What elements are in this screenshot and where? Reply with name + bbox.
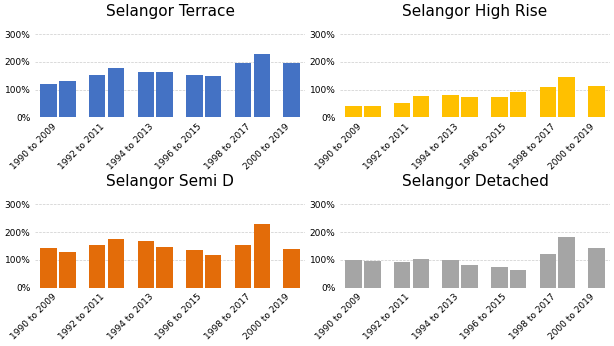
Bar (107, 68, 124, 117)
Bar (345, 106, 362, 117)
Bar (364, 106, 381, 117)
Bar (345, 260, 362, 288)
Bar (186, 75, 203, 117)
Bar (443, 260, 459, 288)
Title: Selangor High Rise: Selangor High Rise (402, 4, 548, 19)
Bar (138, 241, 154, 288)
Bar (461, 97, 478, 117)
Bar (41, 84, 57, 117)
Bar (540, 87, 556, 117)
Bar (254, 224, 270, 288)
Bar (413, 259, 429, 288)
Bar (41, 248, 57, 288)
Title: Selangor Detached: Selangor Detached (402, 174, 548, 189)
Bar (559, 77, 575, 117)
Bar (394, 103, 410, 117)
Bar (394, 262, 410, 288)
Bar (235, 63, 251, 117)
Title: Selangor Terrace: Selangor Terrace (106, 4, 235, 19)
Bar (491, 97, 508, 117)
Bar (461, 265, 478, 288)
Bar (186, 250, 203, 288)
Bar (443, 95, 459, 117)
Bar (157, 247, 173, 288)
Bar (491, 267, 508, 288)
Bar (107, 239, 124, 288)
Bar (559, 237, 575, 288)
Bar (284, 249, 300, 288)
Bar (59, 252, 76, 288)
Bar (510, 270, 526, 288)
Bar (254, 54, 270, 117)
Bar (89, 75, 106, 117)
Bar (157, 72, 173, 117)
Bar (588, 86, 605, 117)
Bar (235, 245, 251, 288)
Bar (89, 245, 106, 288)
Bar (510, 92, 526, 117)
Bar (588, 248, 605, 288)
Bar (284, 63, 300, 117)
Bar (138, 72, 154, 117)
Bar (364, 261, 381, 288)
Bar (205, 76, 222, 117)
Bar (540, 254, 556, 288)
Bar (413, 96, 429, 117)
Bar (59, 81, 76, 117)
Bar (205, 255, 222, 288)
Title: Selangor Semi D: Selangor Semi D (106, 174, 234, 189)
